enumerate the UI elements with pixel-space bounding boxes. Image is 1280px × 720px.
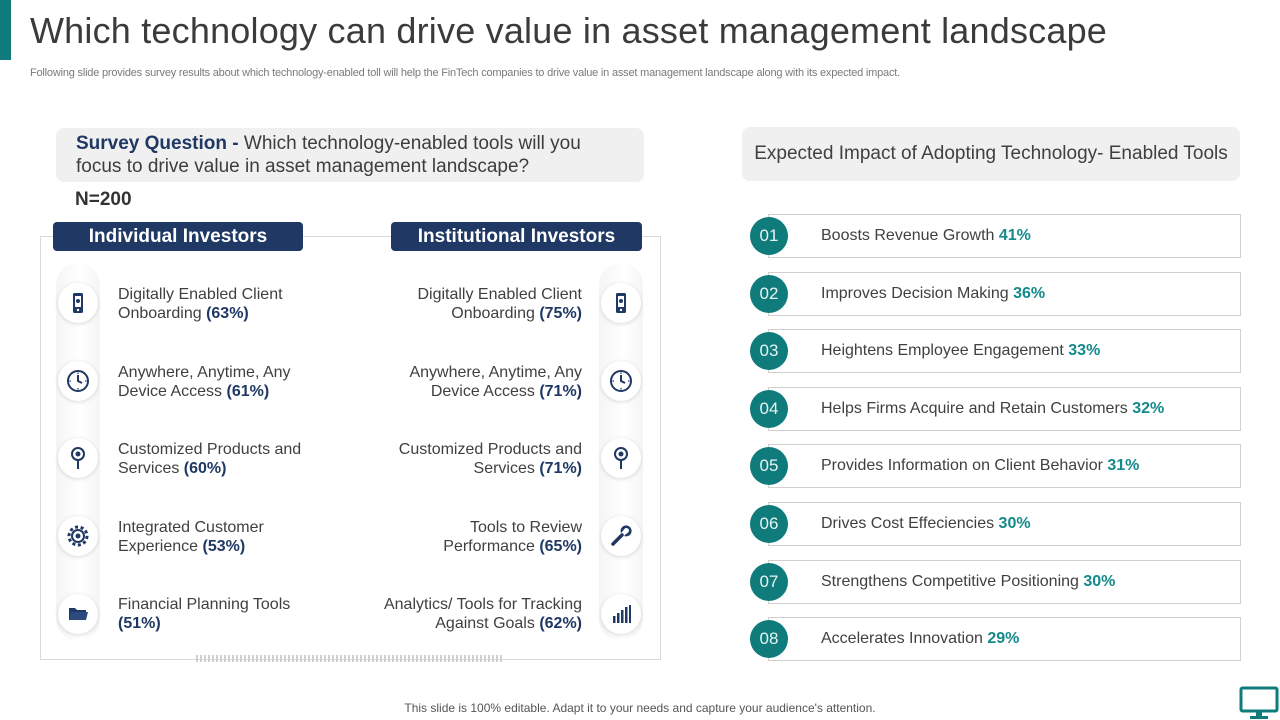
page-title: Which technology can drive value in asse… <box>30 10 1108 51</box>
institutional-tool-item: Digitally Enabled Client Onboarding (75%… <box>417 286 582 322</box>
institutional-tool-item: Anywhere, Anytime, Any Device Access (71… <box>409 364 582 400</box>
impact-row: Heightens Employee Engagement 33% <box>768 329 1241 373</box>
bar-chart-icon <box>601 594 641 634</box>
survey-question-label: Survey Question - <box>76 133 239 154</box>
survey-question-box: Survey Question - Which technology-enabl… <box>56 128 644 182</box>
impact-number-badge: 08 <box>750 620 788 658</box>
impact-number-badge: 03 <box>750 332 788 370</box>
impact-row: Helps Firms Acquire and Retain Customers… <box>768 387 1241 431</box>
clock-icon <box>601 361 641 401</box>
folder-icon <box>58 594 98 634</box>
sample-size: N=200 <box>75 189 132 210</box>
institutional-tool-item: Analytics/ Tools for Tracking Against Go… <box>383 596 582 632</box>
mobile-phone-icon <box>58 283 98 323</box>
individual-tool-item: Financial Planning Tools (51%) <box>118 596 291 632</box>
mobile-phone-icon <box>601 283 641 323</box>
gear-icon <box>58 516 98 556</box>
individual-tool-item: Customized Products and Services (60%) <box>118 441 302 477</box>
impact-number-badge: 01 <box>750 217 788 255</box>
impact-number-badge: 05 <box>750 447 788 485</box>
institutional-tool-item: Customized Products and Services (71%) <box>398 441 582 477</box>
impact-row: Provides Information on Client Behavior … <box>768 444 1241 488</box>
impact-heading: Expected Impact of Adopting Technology- … <box>742 127 1240 181</box>
impact-number-badge: 06 <box>750 505 788 543</box>
title-accent-bar <box>0 0 11 60</box>
impact-number-badge: 07 <box>750 563 788 601</box>
impact-row: Drives Cost Effeciencies 30% <box>768 502 1241 546</box>
institutional-investors-heading: Institutional Investors <box>391 222 642 251</box>
location-pin-icon <box>58 438 98 478</box>
individual-tool-item: Digitally Enabled Client Onboarding (63%… <box>118 286 283 322</box>
dotted-divider <box>196 655 504 662</box>
impact-row: Accelerates Innovation 29% <box>768 617 1241 661</box>
institutional-tool-item: Tools to Review Performance (65%) <box>443 519 582 555</box>
clock-icon <box>58 361 98 401</box>
monitor-icon <box>1238 686 1280 720</box>
footer-note: This slide is 100% editable. Adapt it to… <box>404 701 876 715</box>
location-pin-icon <box>601 438 641 478</box>
survey-question-text: Which technology-enabled tools will you … <box>76 133 581 177</box>
individual-tool-item: Anywhere, Anytime, Any Device Access (61… <box>118 364 291 400</box>
impact-number-badge: 04 <box>750 390 788 428</box>
impact-row: Improves Decision Making 36% <box>768 272 1241 316</box>
impact-row: Boosts Revenue Growth 41% <box>768 214 1241 258</box>
individual-investors-heading: Individual Investors <box>53 222 303 251</box>
page-subtitle: Following slide provides survey results … <box>30 67 900 79</box>
impact-row: Strengthens Competitive Positioning 30% <box>768 560 1241 604</box>
wrench-icon <box>601 516 641 556</box>
individual-tool-item: Integrated Customer Experience (53%) <box>118 519 264 555</box>
impact-number-badge: 02 <box>750 275 788 313</box>
